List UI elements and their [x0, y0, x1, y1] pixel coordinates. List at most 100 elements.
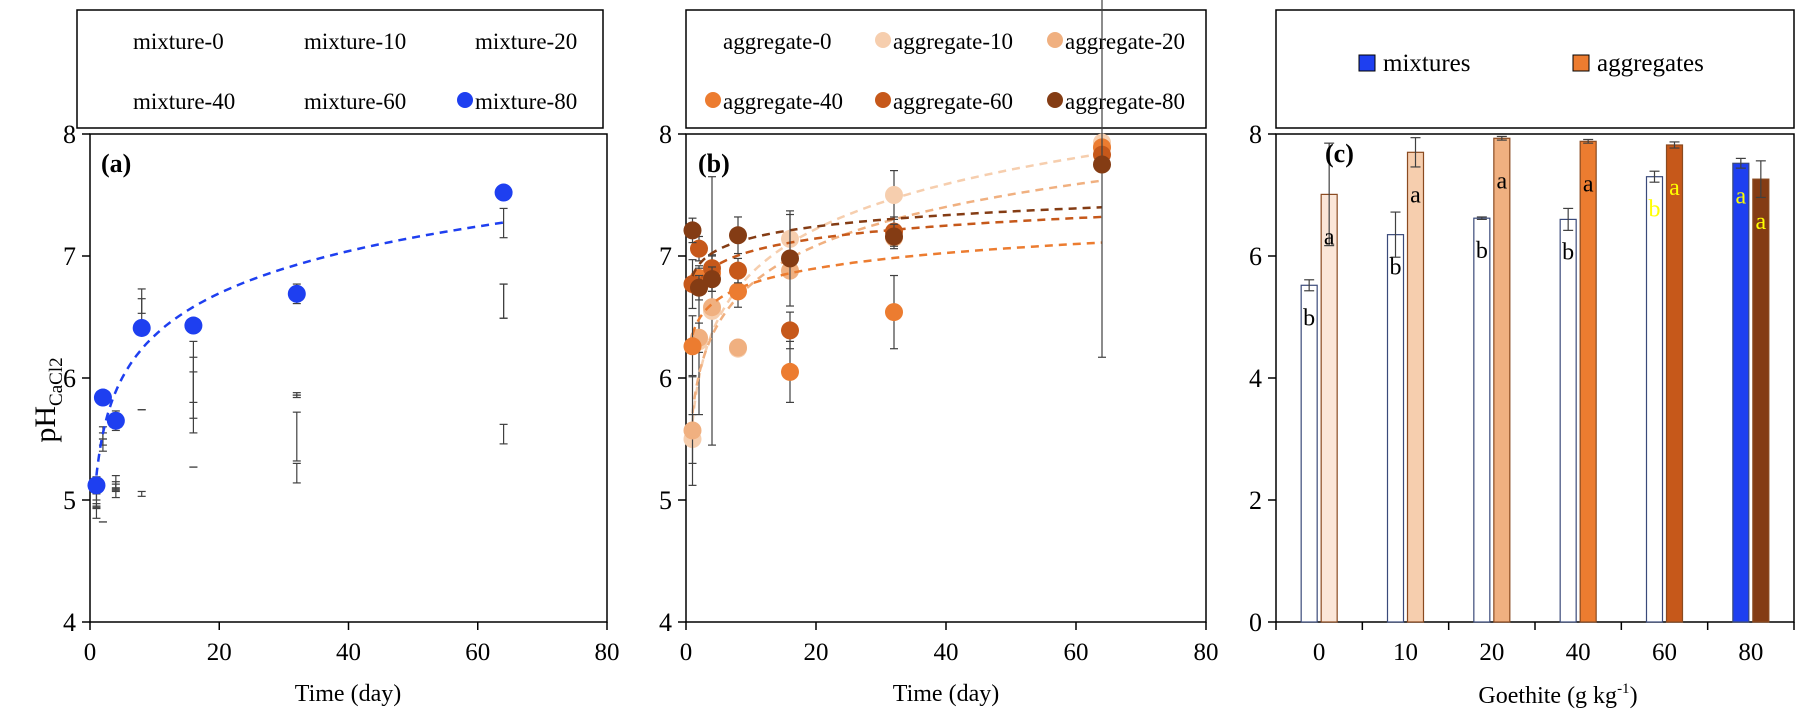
point-mixture-80	[494, 183, 513, 202]
legend-a: mixture-0 mixture-10 mixture-20 mixture-40 m…	[133, 29, 577, 114]
panel-b: aggregate-0 aggregate-10 aggregate-20 aggre…	[659, 0, 1219, 707]
panel-label-c: (c)	[1325, 139, 1354, 168]
x-tick-label: 80	[1738, 639, 1763, 666]
x-tick-label: 20	[804, 639, 829, 666]
legend-label-mixture-0: mixture-0	[133, 29, 224, 54]
y-tick-label: 5	[659, 486, 672, 515]
marks-b	[683, 0, 1111, 486]
legend-label-aggregate-0: aggregate-0	[723, 29, 832, 54]
y-tick-label: 4	[659, 608, 672, 637]
point-aggregate-40	[781, 362, 799, 381]
bar-mixtures	[1473, 217, 1491, 623]
point-mixture-80	[287, 284, 306, 303]
legend-label-aggregate-20: aggregate-20	[1065, 29, 1185, 54]
legend-marker-aggregate-10	[875, 32, 891, 48]
x-tick-label: 10	[1393, 639, 1418, 666]
plot-area-a	[89, 133, 608, 623]
point-mixture-80	[184, 316, 203, 335]
plot-area-c	[1275, 133, 1795, 623]
bar-aggregates	[1665, 144, 1684, 623]
legend-label-mixture-80: mixture-80	[475, 89, 577, 114]
bar-aggregates	[1752, 178, 1770, 623]
point-mixture-80	[87, 476, 106, 495]
significance-letter: a	[1756, 209, 1767, 235]
legend-label-mixture-20: mixture-20	[475, 29, 577, 54]
y-tick-label: 8	[63, 120, 76, 149]
x-tick-label: 60	[1064, 639, 1089, 666]
panel-a: mixture-0 mixture-10 mixture-20 mixture-40 m…	[63, 9, 620, 707]
point-aggregate-80	[729, 226, 747, 245]
x-axis-label-a: Time (day)	[295, 681, 401, 707]
x-tick-label: 80	[595, 639, 620, 666]
bar-aggregates	[1320, 193, 1338, 623]
bar-mixtures	[1732, 162, 1750, 623]
point-aggregate-80	[885, 227, 903, 246]
legend-box-b	[685, 9, 1207, 129]
legend-marker-mixtures	[1358, 54, 1376, 72]
legend-label-aggregate-40: aggregate-40	[723, 89, 843, 114]
x-tick-label: 0	[680, 639, 693, 666]
legend-marker-aggregate-20	[1047, 32, 1063, 48]
legend-marker-mixture-80	[457, 92, 473, 108]
legend-label-mixture-60: mixture-60	[304, 89, 406, 114]
point-aggregate-20	[703, 298, 721, 317]
x-axis-label-b: Time (day)	[893, 681, 999, 707]
y-tick-label: 4	[63, 608, 76, 637]
x-tick-label: 20	[1479, 639, 1504, 666]
legend-label-mixture-10: mixture-10	[304, 29, 406, 54]
bar-mixtures	[1559, 218, 1577, 623]
legend-label-aggregates: aggregates	[1597, 50, 1704, 77]
y-axis-label: pHCaCl2	[29, 357, 67, 442]
y-tick-label: 0	[1249, 608, 1262, 637]
y-tick-label: 7	[63, 242, 76, 271]
significance-letter: b	[1562, 239, 1574, 265]
bar-aggregates	[1579, 140, 1597, 623]
legend-c: mixtures aggregates	[1358, 50, 1704, 77]
point-aggregate-60	[690, 239, 708, 258]
trend-line-aggregate-80	[691, 206, 1103, 277]
point-aggregate-10	[885, 186, 903, 204]
legend-marker-aggregates	[1572, 54, 1590, 72]
y-tick-label: 5	[63, 486, 76, 515]
x-tick-label: 0	[1313, 639, 1326, 666]
legend-label-aggregate-10: aggregate-10	[893, 29, 1013, 54]
x-tick-label: 0	[84, 639, 97, 666]
y-tick-label: 2	[1249, 486, 1262, 515]
significance-letter: b	[1303, 305, 1315, 331]
bar-mixtures	[1645, 176, 1664, 623]
y-tick-label: 6	[1249, 242, 1262, 271]
y-tick-label: 8	[1249, 120, 1262, 149]
point-aggregate-80	[690, 278, 708, 297]
point-aggregate-40	[885, 303, 903, 322]
significance-letter: a	[1324, 224, 1335, 250]
point-mixture-80	[106, 411, 125, 430]
legend-marker-aggregate-40	[705, 92, 721, 108]
point-aggregate-80	[1093, 155, 1111, 174]
point-aggregate-80	[683, 221, 702, 240]
legend-label-mixture-40: mixture-40	[133, 89, 235, 114]
trend-line-aggregate-40	[691, 241, 1103, 336]
x-axis-label-c: Goethite (g kg-1)	[1478, 681, 1637, 709]
legend-label-aggregate-60: aggregate-60	[893, 89, 1013, 114]
marks-a	[87, 183, 513, 523]
point-mixture-80	[132, 318, 151, 337]
legend-marker-aggregate-60	[875, 92, 891, 108]
legend-marker-aggregate-80	[1047, 92, 1063, 108]
bar-aggregates	[1406, 151, 1425, 623]
bar-aggregates	[1493, 137, 1511, 623]
bar-mixtures	[1386, 234, 1405, 623]
legend-b: aggregate-0 aggregate-10 aggregate-20 aggre…	[705, 29, 1185, 114]
significance-letter: b	[1390, 255, 1402, 281]
x-tick-label: 80	[1194, 639, 1219, 666]
y-tick-label: 6	[659, 364, 672, 393]
y-tick-label: 8	[659, 120, 672, 149]
significance-letter: a	[1669, 175, 1680, 201]
significance-letter: b	[1649, 197, 1661, 223]
significance-letter: a	[1736, 183, 1747, 209]
x-tick-label: 60	[1652, 639, 1677, 666]
